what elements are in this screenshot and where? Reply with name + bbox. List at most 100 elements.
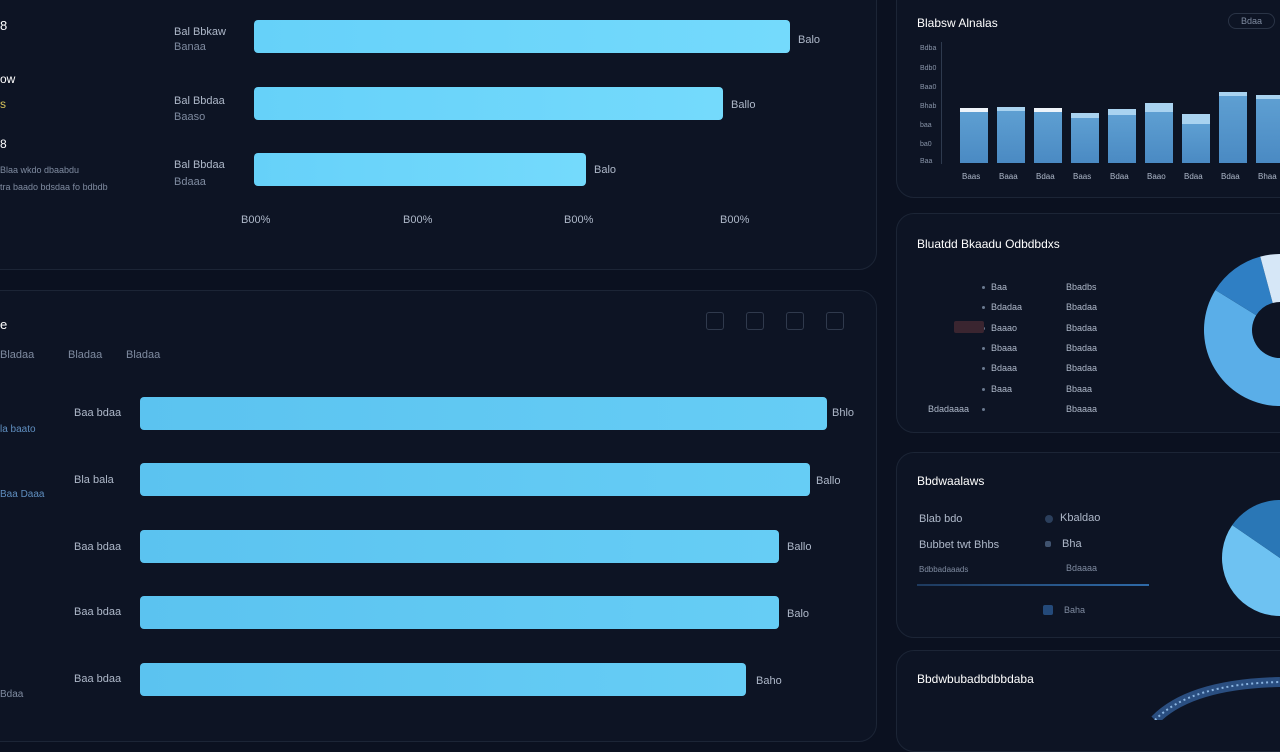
axis-tick: B00% [720,214,750,226]
y-tick: Baa [920,158,933,165]
x-axis-label: Baao [1147,172,1166,181]
column-bar-base [1219,96,1247,163]
chart-slice [1260,254,1280,303]
legend-swatch [1045,515,1053,523]
axis-tick: B00% [241,214,271,226]
panel-title: Bbdwaalaws [917,474,985,488]
tab-2[interactable]: Bladaa [68,349,103,361]
bar-sublabel: Baaso [174,111,206,123]
column-bar-base [1182,124,1210,163]
column-bar-cap [1145,103,1173,112]
column-bar-cap [1108,109,1136,115]
row-value: Baha [1064,605,1086,615]
column-bar-base [960,112,988,163]
bar-row-1 [140,397,827,430]
legend-label: Baa [991,282,1008,292]
panel-title: e [0,317,8,332]
row-value: Bha [1062,538,1082,550]
column-bar-cap [960,108,988,112]
bar-row-3 [254,153,586,186]
row-value: Kbaldao [1060,512,1101,524]
side-label: 8 [0,137,7,151]
legend-label: Baaa [991,383,1013,394]
bar-value: Balo [787,608,810,620]
filter-button[interactable]: Bdaa [1228,13,1276,29]
print-icon[interactable] [746,312,764,330]
tab-1[interactable]: Bladaa [0,349,35,361]
y-tick: baa [920,122,932,129]
bar-label: Baa bdaa [74,541,122,553]
legend-label: Bdadaaaa [928,403,970,414]
bar-value: Bhlo [832,407,855,419]
column-bar-base [1034,112,1062,163]
tab-3[interactable]: Bladaa [126,349,161,361]
y-tick: ba0 [920,141,932,148]
bar-value: Ballo [731,99,756,111]
legend-value: Bbadaa [1066,342,1098,353]
y-axis-line [941,42,942,164]
row-label: Blab bdo [919,513,963,525]
legend-swatch [1043,605,1053,615]
divider-line [917,584,1149,586]
legend-value: Bbaaa [1066,383,1093,394]
legend-swatch [1045,541,1051,547]
bar-row-5 [140,663,746,696]
bar-label: Bal Bbkaw [174,26,226,38]
bar-value: Ballo [816,475,841,487]
column-bar-base [1108,115,1136,163]
legend-swatch [982,346,985,350]
chart-slice [1232,500,1280,558]
bar-label: Baa bdaa [74,673,122,685]
panel-title: Bluatdd Bkaadu Odbdbdxs [917,237,1060,251]
bar-label: Bla bala [74,474,114,486]
y-tick: Baa0 [920,84,937,91]
axis-tick: B00% [403,214,433,226]
bar-label: Bal Bbdaa [174,95,225,107]
column-bar-cap [997,107,1025,111]
legend-value: Bbadaa [1066,322,1098,333]
column-bar [1256,95,1280,163]
bar-row-2 [254,87,723,120]
legend-swatch [982,367,985,371]
panel-title: Bbdwbubadbdbbdaba [917,672,1034,686]
x-axis-label: Bdaa [1110,172,1129,181]
column-bar-cap [1219,92,1247,96]
legend-swatch [982,306,985,310]
bar-row-4 [140,596,779,629]
panel-title: Blabsw Alnalas [917,16,998,30]
x-axis-label: Baaa [999,172,1018,181]
legend-value: Bbadbs [1066,282,1097,292]
progress-ring [1151,677,1280,720]
export-icon[interactable] [826,312,844,330]
top-right-panel [896,0,1280,198]
bar-value: Balo [798,34,821,46]
copy-icon[interactable] [706,312,724,330]
legend-value: Bbadaa [1066,302,1098,313]
legend-value: Bbaaaa [1066,403,1098,414]
side-label: Bdaa [0,689,24,700]
legend-swatch [982,387,985,391]
donut-chart [1204,254,1280,406]
y-tick: Bhab [920,103,937,110]
column-bar [1071,113,1099,163]
bar-sublabel: Bdaaa [174,176,206,188]
legend-highlight [954,321,984,333]
legend-label: Bdaaa [991,363,1018,374]
legend-swatch [982,407,985,411]
bar-value: Balo [594,164,617,176]
column-bar-cap [1256,95,1280,99]
x-axis-label: Bdaa [1036,172,1055,181]
share-icon[interactable] [786,312,804,330]
chart-slice [1222,525,1280,616]
bar-label: Baa bdaa [74,407,122,419]
side-label: 8 [0,18,8,33]
bar-sublabel: Banaa [174,41,206,53]
column-bar [1034,108,1062,163]
x-axis-label: Bdaa [1184,172,1203,181]
row-label: Bdbbadaaads [919,565,969,574]
bar-label: Baa bdaa [74,606,122,618]
bar-row-2 [140,463,810,496]
column-bar [1108,109,1136,163]
row-value: Bdaaaa [1066,563,1098,573]
column-bar [960,108,988,163]
